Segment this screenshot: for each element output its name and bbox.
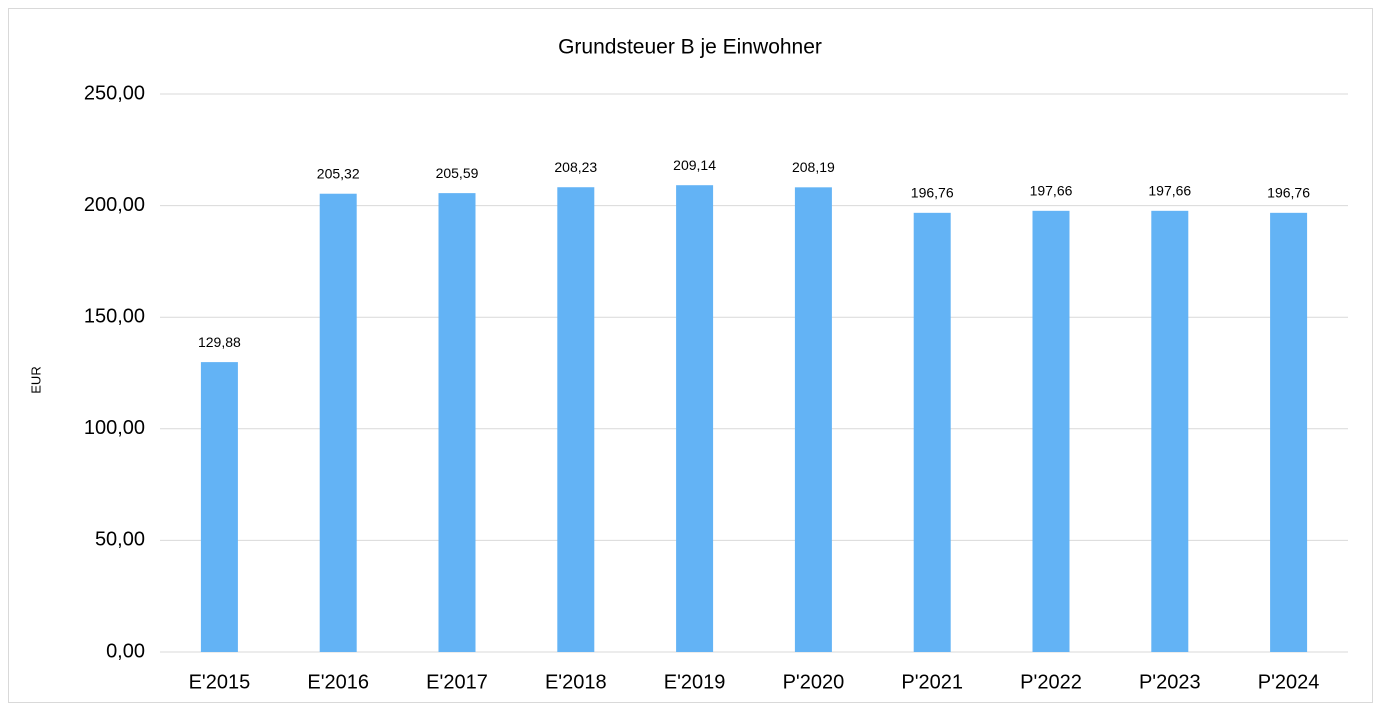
data-label: 129,88: [198, 334, 241, 350]
bar: [438, 193, 476, 653]
data-label: 205,32: [317, 165, 360, 181]
bar: [913, 212, 951, 653]
y-axis-label: EUR: [28, 366, 43, 393]
y-tick-label: 200,00: [84, 194, 145, 216]
bar: [1032, 210, 1070, 652]
x-tick-label: E'2018: [545, 671, 607, 693]
bar: [676, 185, 714, 652]
bar: [794, 187, 832, 652]
data-label: 205,59: [436, 165, 479, 181]
bar: [319, 193, 357, 652]
y-tick-label: 0,00: [106, 640, 145, 662]
x-tick-label: E'2019: [664, 671, 726, 693]
y-tick-label: 50,00: [95, 529, 145, 551]
bar: [1151, 210, 1189, 652]
bar: [1270, 212, 1308, 653]
bar: [200, 362, 238, 652]
data-label: 208,19: [792, 159, 835, 175]
data-label: 209,14: [673, 157, 716, 173]
x-tick-label: P'2021: [901, 671, 963, 693]
x-tick-label: P'2020: [783, 671, 845, 693]
data-label: 196,76: [911, 185, 954, 201]
y-tick-label: 150,00: [84, 305, 145, 327]
x-tick-label: P'2023: [1139, 671, 1201, 693]
bar: [557, 187, 595, 652]
x-tick-label: P'2022: [1020, 671, 1082, 693]
y-tick-label: 100,00: [84, 417, 145, 439]
x-tick-label: E'2016: [307, 671, 369, 693]
data-label: 208,23: [554, 159, 597, 175]
x-tick-label: E'2015: [189, 671, 251, 693]
x-tick-label: E'2017: [426, 671, 488, 693]
chart-title: Grundsteuer B je Einwohner: [558, 36, 822, 59]
data-label: 197,66: [1030, 183, 1073, 199]
data-label: 197,66: [1148, 183, 1191, 199]
data-label: 196,76: [1267, 185, 1310, 201]
x-tick-label: P'2024: [1258, 671, 1320, 693]
y-tick-label: 250,00: [84, 82, 145, 104]
